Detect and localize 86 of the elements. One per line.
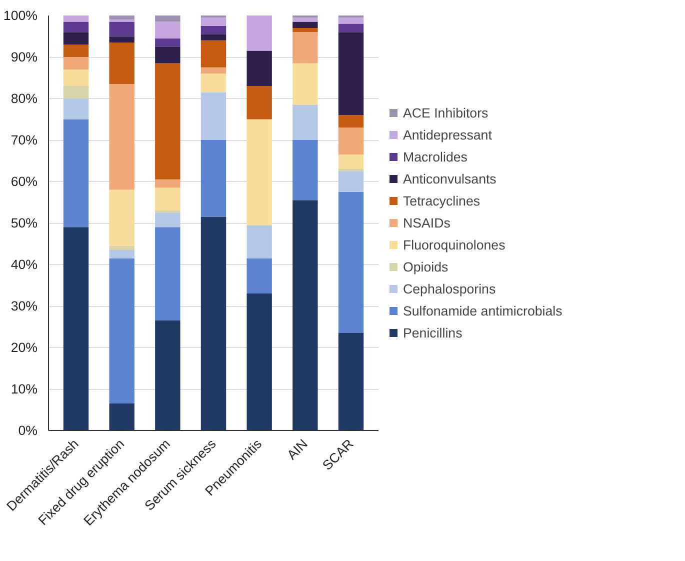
- y-tick-label: 70%: [10, 132, 38, 148]
- legend-label: Opioids: [403, 259, 448, 274]
- bar: [109, 22, 134, 36]
- bar: [109, 84, 134, 190]
- legend-label: ACE Inhibitors: [403, 105, 488, 120]
- bar: [246, 86, 272, 120]
- bar: [246, 50, 272, 86]
- bar: [338, 18, 364, 24]
- bar: [155, 227, 180, 321]
- bar: [109, 42, 134, 84]
- bar: [292, 28, 318, 32]
- bar: [63, 227, 89, 430]
- bar: [338, 32, 364, 116]
- y-tick-label: 30%: [10, 298, 38, 314]
- bar: [63, 32, 89, 45]
- bar: [155, 179, 180, 188]
- bar: [109, 246, 134, 250]
- y-tick-label: 90%: [10, 50, 38, 64]
- bar: [63, 86, 89, 98]
- bar: [63, 69, 89, 86]
- bar: [246, 16, 272, 51]
- bar: [109, 258, 134, 404]
- legend-label: Penicillins: [403, 325, 462, 340]
- bar: [155, 188, 180, 211]
- bar: [338, 192, 364, 333]
- bar: [109, 404, 134, 430]
- bar: [155, 212, 180, 228]
- y-tick-label: 20%: [10, 340, 38, 355]
- bar: [155, 63, 180, 180]
- bar: [292, 104, 318, 140]
- bar: [200, 67, 226, 74]
- bar: [155, 38, 180, 47]
- bar: [292, 32, 318, 64]
- bar: [292, 22, 318, 28]
- bar: [200, 40, 226, 68]
- bar: [155, 46, 180, 64]
- bar: [338, 115, 364, 128]
- bar: [200, 26, 226, 34]
- legend-label: Fluoroquinolones: [403, 237, 506, 252]
- bar: [109, 16, 134, 20]
- legend-label: Antidepressant: [403, 127, 492, 142]
- legend-label: Macrolides: [403, 149, 468, 164]
- legend-label: NSAIDs: [403, 215, 450, 230]
- legend-label: Cephalosporins: [403, 281, 496, 296]
- bar: [155, 22, 180, 38]
- bar: [109, 190, 134, 246]
- bar: [155, 16, 180, 22]
- bar: [338, 128, 364, 155]
- bar: [63, 44, 89, 57]
- bar: [200, 18, 226, 26]
- bar: [63, 119, 89, 228]
- y-tick-label: 10%: [10, 382, 38, 396]
- bar: [200, 140, 226, 217]
- bar: [246, 225, 272, 258]
- bar: [246, 119, 272, 226]
- bar: [63, 22, 89, 32]
- bar: [200, 92, 226, 140]
- bar: [155, 320, 180, 430]
- legend-label: Anticonvulsants: [403, 171, 496, 186]
- bar: [63, 16, 89, 22]
- bar: [292, 200, 318, 430]
- y-tick-label: 60%: [10, 174, 38, 189]
- bar: [338, 154, 364, 170]
- bar: [109, 250, 134, 258]
- bar: [200, 216, 226, 430]
- bar: [200, 74, 226, 92]
- bar: [109, 36, 134, 42]
- y-tick-label: 40%: [10, 257, 38, 272]
- bar: [63, 57, 89, 70]
- y-tick-label: 80%: [10, 91, 38, 106]
- bar: [246, 294, 272, 430]
- bar: [338, 24, 364, 32]
- x-tick-label: AIN: [284, 436, 310, 463]
- bar: [200, 34, 226, 40]
- y-tick-label: 50%: [10, 216, 38, 230]
- bar: [292, 140, 318, 200]
- y-tick-label: 100%: [3, 8, 38, 23]
- legend-label: Tetracyclines: [403, 193, 480, 208]
- bar: [246, 258, 272, 294]
- bar: [338, 171, 364, 192]
- bar: [292, 63, 318, 105]
- y-tick-label: 0%: [18, 423, 38, 438]
- bar: [63, 98, 89, 120]
- bar: [338, 332, 364, 430]
- bar: [292, 18, 318, 22]
- legend-label: Sulfonamide antimicrobials: [403, 303, 562, 318]
